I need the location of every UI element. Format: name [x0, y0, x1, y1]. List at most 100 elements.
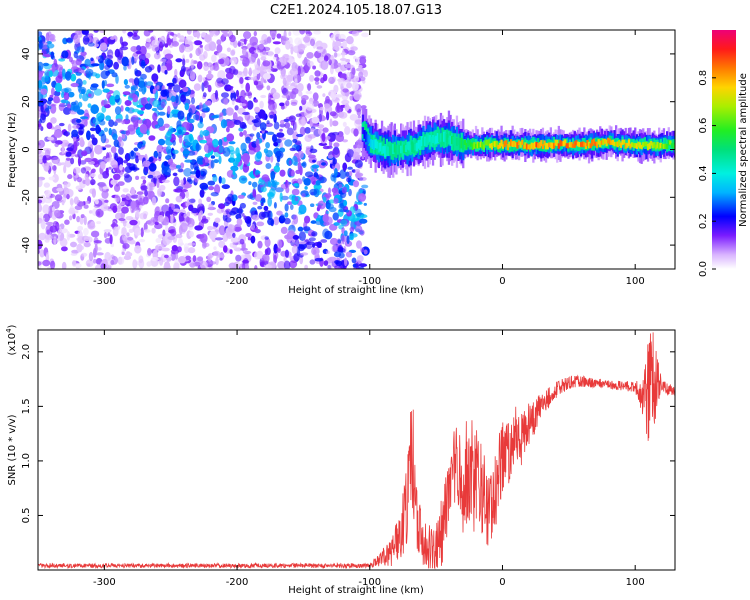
noise-speckle	[161, 179, 170, 183]
noise-speckle	[125, 130, 130, 136]
noise-speckle	[318, 113, 322, 123]
signal-cell	[395, 144, 398, 153]
spectrogram-signal	[361, 106, 675, 178]
noise-speckle	[135, 209, 140, 218]
noise-speckle	[292, 235, 300, 240]
noise-speckle	[321, 162, 326, 166]
noise-speckle	[353, 55, 357, 60]
noise-speckle	[152, 88, 156, 94]
noise-speckle	[146, 123, 151, 131]
signal-cell	[454, 134, 457, 144]
noise-speckle	[260, 56, 267, 61]
signal-cell	[384, 146, 387, 157]
noise-speckle	[328, 59, 332, 66]
noise-speckle	[157, 64, 161, 73]
signal-cell	[613, 141, 616, 147]
noise-speckle	[163, 160, 168, 166]
noise-speckle	[355, 103, 362, 113]
noise-speckle	[100, 204, 109, 212]
signal-cell	[436, 133, 439, 144]
noise-speckle	[241, 153, 250, 163]
noise-speckle	[122, 30, 127, 34]
noise-speckle	[44, 238, 50, 243]
noise-speckle	[173, 176, 180, 187]
signal-cell	[452, 136, 455, 146]
noise-speckle	[294, 196, 299, 202]
signal-cell	[473, 142, 476, 149]
noise-speckle	[360, 214, 368, 219]
noise-speckle	[39, 113, 46, 124]
noise-speckle	[225, 72, 234, 80]
noise-speckle	[48, 176, 55, 181]
noise-speckle	[220, 119, 227, 129]
noise-speckle	[175, 164, 182, 169]
noise-speckle	[165, 30, 172, 33]
snr-y-multiplier: (x104)	[5, 324, 18, 355]
noise-speckle	[256, 221, 265, 227]
noise-speckle	[225, 217, 232, 223]
noise-speckle	[268, 102, 275, 111]
noise-speckle	[157, 151, 162, 159]
noise-speckle	[112, 226, 119, 237]
signal-cell	[376, 141, 379, 149]
noise-speckle	[312, 159, 316, 163]
noise-speckle	[239, 121, 247, 129]
colorbar-ticks: 0.0 0.2 0.4 0.6 0.8	[698, 70, 716, 277]
noise-speckle	[114, 152, 119, 163]
signal-cell	[377, 143, 380, 153]
noise-speckle	[345, 64, 354, 68]
noise-speckle	[333, 52, 338, 58]
snr-panel: -300 -200 -100 0 100 0.5 1.0 1.5 2.0 (x104) Hei…	[5, 324, 676, 596]
noise-speckle	[61, 261, 67, 269]
noise-speckle	[159, 58, 167, 63]
noise-speckle	[56, 187, 64, 192]
noise-speckle	[311, 164, 320, 169]
noise-speckle	[266, 131, 275, 135]
noise-speckle	[220, 34, 225, 43]
noise-speckle	[310, 220, 317, 224]
noise-speckle	[125, 193, 132, 201]
noise-speckle	[144, 66, 153, 73]
noise-speckle	[113, 61, 119, 70]
noise-speckle	[263, 69, 272, 73]
signal-cell	[589, 137, 592, 147]
noise-speckle	[67, 91, 75, 98]
noise-speckle	[309, 188, 318, 196]
noise-speckle	[235, 254, 242, 262]
noise-speckle	[207, 62, 213, 68]
noise-speckle	[301, 116, 306, 127]
noise-speckle	[291, 88, 299, 95]
noise-speckle	[324, 230, 333, 240]
noise-speckle	[105, 167, 109, 175]
signal-cell	[486, 141, 489, 150]
noise-speckle	[185, 190, 189, 199]
noise-speckle	[325, 135, 331, 140]
noise-speckle	[218, 225, 226, 236]
noise-speckle	[223, 98, 229, 106]
noise-speckle	[282, 77, 287, 86]
signal-cell	[451, 136, 454, 145]
noise-speckle	[202, 156, 209, 166]
signal-cell	[607, 137, 610, 144]
noise-speckle	[319, 106, 325, 111]
noise-speckle	[356, 201, 363, 205]
noise-speckle	[107, 232, 111, 237]
noise-speckle	[242, 57, 250, 67]
noise-speckle	[355, 208, 362, 217]
colorbar-label: Normalized spectral amplitude	[738, 73, 749, 227]
signal-cell	[519, 141, 522, 148]
noise-speckle	[97, 173, 104, 180]
noise-speckle	[179, 70, 185, 78]
noise-speckle	[284, 212, 289, 218]
noise-speckle	[156, 85, 160, 90]
signal-cell	[487, 139, 490, 147]
noise-speckle	[43, 54, 51, 58]
signal-cell	[527, 144, 530, 150]
noise-speckle	[184, 159, 193, 163]
noise-speckle	[124, 253, 130, 257]
noise-speckle	[157, 117, 164, 127]
noise-speckle	[221, 78, 229, 85]
signal-cell	[501, 144, 505, 149]
signal-cell	[640, 138, 643, 151]
